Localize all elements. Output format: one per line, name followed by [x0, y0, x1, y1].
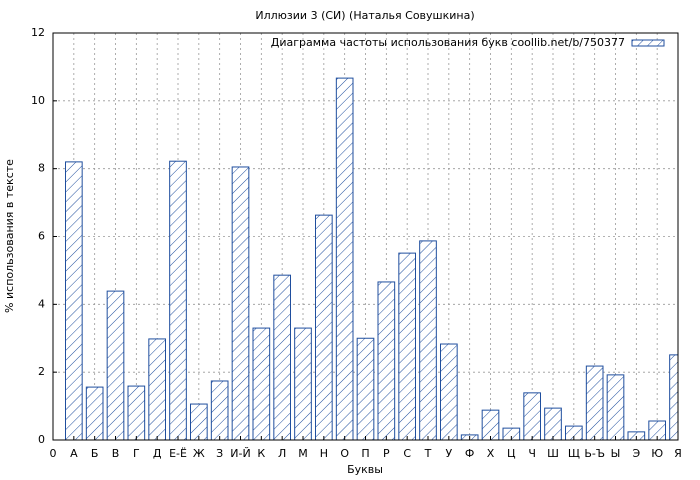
legend-label: Диаграмма частоты использования букв coo…: [271, 36, 625, 49]
x-tick-label: Э: [632, 447, 640, 460]
bar: [127, 385, 146, 440]
x-tick-label: Б: [91, 447, 99, 460]
bar: [440, 343, 458, 440]
bar: [294, 327, 312, 440]
bar: [65, 161, 83, 440]
bar: [231, 166, 250, 440]
x-tick-label: Я: [674, 447, 682, 460]
bar: [585, 365, 604, 440]
x-tick-label: Ч: [528, 447, 536, 460]
bar: [252, 327, 271, 440]
bar: [419, 240, 437, 440]
bar: [210, 380, 229, 440]
y-tick-label: 4: [38, 297, 45, 310]
x-tick-label: Е-Ё: [169, 447, 187, 460]
bar: [169, 160, 187, 440]
x-tick-label: Р: [383, 447, 390, 460]
bar: [481, 409, 500, 440]
y-tick-label: 0: [38, 433, 45, 446]
bar: [398, 252, 417, 440]
x-axis-label: Буквы: [347, 463, 383, 476]
legend: Диаграмма частоты использования букв coo…: [271, 36, 665, 49]
x-tick-label: Л: [278, 447, 286, 460]
y-tick-label: 10: [31, 94, 45, 107]
x-tick-label: З: [216, 447, 223, 460]
y-tick-label: 6: [38, 230, 45, 243]
bar: [565, 425, 583, 440]
x-tick-label: Ж: [193, 447, 205, 460]
bars: [65, 77, 678, 440]
x-tick-label: Т: [424, 447, 432, 460]
bar: [523, 392, 541, 440]
x-tick-label: М: [298, 447, 308, 460]
x-tick-label: П: [361, 447, 369, 460]
x-tick-label: Х: [487, 447, 495, 460]
y-tick-label: 8: [38, 162, 45, 175]
x-tick-label: 0: [50, 447, 57, 460]
bar: [85, 386, 104, 440]
y-tick-label: 12: [31, 26, 45, 39]
bar: [335, 77, 354, 440]
x-tick-label: А: [70, 447, 78, 460]
bar: [544, 407, 562, 440]
y-axis-label: % использования в тексте: [3, 159, 16, 313]
bar: [606, 374, 625, 440]
x-tick-label: В: [112, 447, 120, 460]
bar: [502, 427, 521, 440]
bar: [148, 338, 166, 440]
bar: [315, 214, 333, 440]
x-tick-label: Д: [153, 447, 162, 460]
x-tick-label: Щ: [568, 447, 580, 460]
x-tick-label: Г: [133, 447, 140, 460]
x-tick-label: Ы: [611, 447, 621, 460]
x-tick-label: Ю: [651, 447, 663, 460]
x-tick-label: К: [257, 447, 265, 460]
x-tick-label: У: [445, 447, 452, 460]
bar: [273, 274, 292, 440]
y-tick-label: 2: [38, 365, 45, 378]
x-tick-label: Ь-Ъ: [584, 447, 605, 460]
x-tick-label: Ф: [465, 447, 474, 460]
bar: [190, 403, 208, 440]
x-tick-label: Н: [320, 447, 328, 460]
bar: [669, 354, 678, 440]
x-tick-label: О: [340, 447, 349, 460]
bar: [356, 337, 375, 440]
x-tick-label: И-Й: [230, 447, 250, 460]
chart-title: Иллюзии 3 (СИ) (Наталья Совушкина): [255, 9, 474, 22]
bar: [377, 281, 396, 440]
x-tick-label: Ш: [547, 447, 559, 460]
legend-swatch: [631, 39, 665, 47]
x-tick-label: Ц: [507, 447, 516, 460]
bar: [106, 290, 125, 440]
x-tick-label: С: [403, 447, 411, 460]
